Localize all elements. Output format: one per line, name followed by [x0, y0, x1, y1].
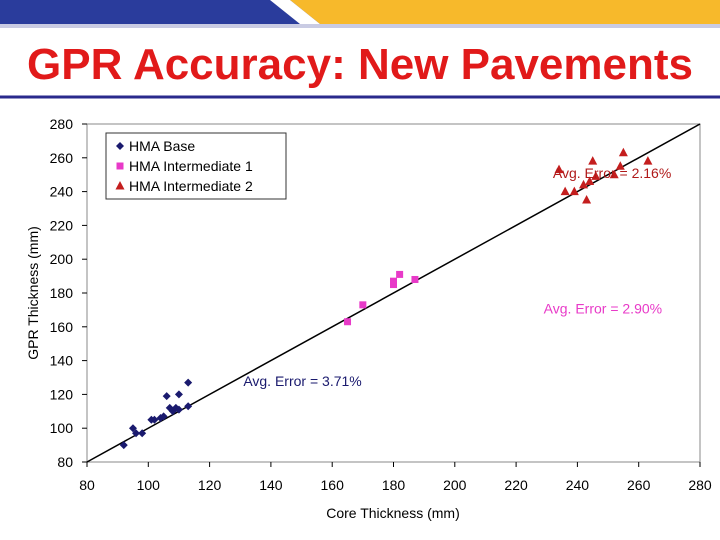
x-tick-label: 140: [259, 477, 283, 493]
x-tick-label: 260: [627, 477, 651, 493]
data-point-triangle: [585, 176, 595, 185]
y-tick-label: 80: [57, 454, 73, 470]
y-tick-label: 260: [50, 150, 74, 166]
legend-entry-label: HMA Intermediate 1: [129, 158, 253, 174]
slide-title: GPR Accuracy: New Pavements: [27, 40, 693, 89]
error-annotation: Avg. Error = 2.90%: [544, 300, 662, 316]
data-point-square: [359, 301, 367, 309]
y-axis-title: GPR Thickness (mm): [25, 226, 41, 360]
data-point-triangle: [615, 161, 625, 170]
data-point-square: [396, 270, 404, 278]
x-tick-label: 180: [382, 477, 406, 493]
data-point-square: [344, 318, 352, 326]
data-point-diamond: [184, 402, 193, 411]
x-tick-label: 280: [688, 477, 712, 493]
data-point-triangle: [591, 171, 601, 180]
x-tick-label: 200: [443, 477, 467, 493]
data-point-triangle: [582, 195, 592, 204]
data-point-diamond: [150, 415, 159, 424]
data-point-triangle: [554, 164, 564, 174]
data-point-diamond: [128, 424, 137, 433]
data-point-diamond: [132, 429, 141, 438]
data-point-diamond: [174, 405, 183, 414]
error-annotation: Avg. Error = 2.16%: [553, 165, 671, 181]
data-point-triangle: [643, 156, 653, 165]
x-tick-label: 240: [566, 477, 590, 493]
legend-entry-label: HMA Intermediate 2: [129, 178, 253, 194]
data-point-diamond: [159, 412, 168, 421]
x-axis-title: Core Thickness (mm): [326, 505, 460, 521]
x-tick-label: 120: [198, 477, 222, 493]
y-tick-label: 200: [50, 251, 74, 267]
data-point-triangle: [569, 186, 579, 196]
legend-entry-label: HMA Base: [129, 138, 195, 154]
data-point-triangle: [588, 156, 598, 165]
data-point-square: [411, 275, 419, 283]
x-tick-label: 160: [321, 477, 345, 493]
legend-marker-square: [116, 162, 124, 170]
banner-bottom-stripe: [0, 24, 720, 28]
data-point-triangle: [618, 147, 628, 157]
y-tick-label: 180: [50, 285, 74, 301]
legend-marker-diamond: [116, 142, 124, 150]
data-point-triangle: [609, 169, 619, 179]
data-point-triangle: [560, 186, 570, 196]
y-tick-label: 280: [50, 116, 74, 132]
data-point-diamond: [119, 441, 128, 450]
x-tick-label: 80: [79, 477, 95, 493]
data-point-triangle: [579, 179, 589, 189]
data-point-diamond: [162, 392, 171, 401]
banner-white-stripe: [270, 0, 320, 24]
banner-gold-band: [290, 0, 720, 24]
error-annotation: Avg. Error = 3.71%: [243, 373, 361, 389]
legend-box: [105, 132, 287, 200]
x-tick-label: 100: [137, 477, 161, 493]
header-banner: [0, 0, 720, 28]
data-point-diamond: [174, 390, 183, 399]
y-tick-label: 160: [50, 319, 74, 335]
y-tick-label: 120: [50, 386, 74, 402]
data-point-diamond: [184, 378, 193, 387]
x-tick-label: 220: [504, 477, 528, 493]
y-tick-label: 220: [50, 217, 74, 233]
data-point-diamond: [138, 429, 147, 438]
y-tick-label: 140: [50, 353, 74, 369]
legend-marker-triangle: [115, 181, 125, 190]
y-tick-label: 100: [50, 420, 74, 436]
data-point-square: [390, 277, 397, 285]
y-tick-label: 240: [50, 184, 74, 200]
